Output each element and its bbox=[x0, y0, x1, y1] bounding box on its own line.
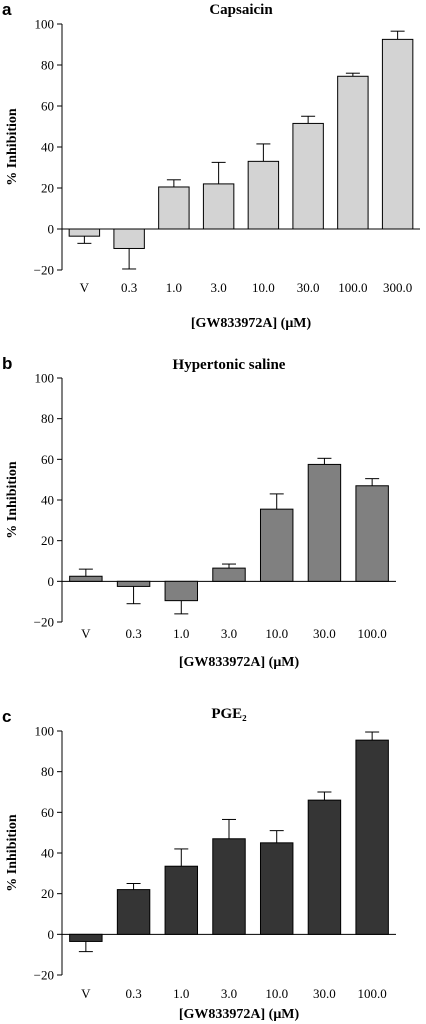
y-axis-label: % Inhibition bbox=[5, 108, 20, 186]
bar bbox=[158, 186, 190, 230]
y-tick-label: 100 bbox=[35, 371, 55, 386]
bar bbox=[69, 575, 103, 582]
y-tick-label: 0 bbox=[48, 222, 55, 237]
y-tick-label: 40 bbox=[41, 493, 54, 508]
y-tick-label: 40 bbox=[41, 140, 54, 155]
y-tick-label: 0 bbox=[48, 927, 55, 942]
x-tick-label: 10.0 bbox=[252, 280, 275, 295]
x-tick-label: 10.0 bbox=[265, 986, 288, 1001]
panel-label: b bbox=[2, 354, 12, 373]
x-axis-label: [GW833972A] (μM) bbox=[191, 316, 312, 331]
x-tick-label: 1.0 bbox=[173, 626, 189, 641]
y-tick-label: 100 bbox=[35, 724, 55, 739]
x-tick-label: 1.0 bbox=[166, 280, 182, 295]
bar bbox=[164, 580, 199, 602]
y-tick-label: 80 bbox=[41, 764, 54, 779]
x-tick-label: 10.0 bbox=[265, 626, 288, 641]
bar bbox=[116, 889, 151, 935]
x-tick-label: 3.0 bbox=[221, 986, 237, 1001]
x-tick-label: V bbox=[80, 280, 90, 295]
y-tick-label: −20 bbox=[34, 263, 54, 278]
chart-title: PGE₂ bbox=[211, 706, 247, 722]
y-tick-label: 20 bbox=[41, 533, 54, 548]
y-tick-label: 20 bbox=[41, 181, 54, 196]
y-tick-label: −20 bbox=[34, 615, 54, 630]
x-tick-label: V bbox=[81, 986, 91, 1001]
bar bbox=[164, 865, 199, 935]
bar bbox=[259, 508, 294, 582]
y-tick-label: 60 bbox=[41, 805, 54, 820]
x-tick-label: 100.0 bbox=[358, 986, 387, 1001]
panel-label: c bbox=[2, 707, 11, 726]
x-tick-label: 3.0 bbox=[221, 626, 237, 641]
x-tick-label: 0.3 bbox=[121, 280, 137, 295]
bar bbox=[247, 160, 280, 230]
y-tick-label: 100 bbox=[35, 17, 55, 32]
bar bbox=[212, 838, 246, 935]
x-tick-label: 300.0 bbox=[383, 280, 412, 295]
x-tick-label: V bbox=[81, 626, 91, 641]
y-tick-label: 80 bbox=[41, 411, 54, 426]
y-axis-label: % Inhibition bbox=[5, 814, 20, 892]
bar bbox=[113, 228, 145, 249]
panel-label: a bbox=[2, 0, 12, 19]
bar bbox=[212, 567, 246, 582]
x-tick-label: 0.3 bbox=[125, 626, 141, 641]
x-tick-label: 0.3 bbox=[125, 986, 141, 1001]
bar bbox=[68, 228, 101, 237]
y-tick-label: 40 bbox=[41, 846, 54, 861]
chart-panel-c: c PGE₂ −20 0 20 40 60 80 100 % Inhibition V 0.3 1.0 3… bbox=[2, 706, 396, 1022]
y-tick-label: 60 bbox=[41, 99, 54, 114]
bar bbox=[381, 38, 414, 230]
chart-title: Capsaicin bbox=[209, 2, 273, 18]
bar bbox=[355, 739, 389, 935]
bar bbox=[355, 485, 389, 582]
bar bbox=[337, 75, 369, 230]
bar bbox=[69, 933, 103, 942]
y-tick-label: 0 bbox=[48, 574, 55, 589]
chart-panel-a: a Capsaicin −20 0 20 40 60 80 100 % Inhibition V 0.… bbox=[2, 0, 420, 331]
x-tick-label: 30.0 bbox=[313, 986, 336, 1001]
bar bbox=[292, 122, 324, 230]
x-tick-label: 100.0 bbox=[338, 280, 367, 295]
x-tick-label: 30.0 bbox=[297, 280, 320, 295]
x-tick-label: 3.0 bbox=[211, 280, 227, 295]
bar bbox=[307, 799, 342, 935]
y-tick-label: −20 bbox=[34, 968, 54, 983]
bar bbox=[307, 463, 342, 582]
y-tick-label: 80 bbox=[41, 58, 54, 73]
bar bbox=[259, 842, 294, 935]
x-tick-label: 100.0 bbox=[358, 626, 387, 641]
x-axis-label: [GW833972A] (μM) bbox=[179, 1007, 300, 1022]
chart-title: Hypertonic saline bbox=[173, 357, 286, 373]
y-tick-label: 60 bbox=[41, 452, 54, 467]
chart-panel-b: b Hypertonic saline −20 0 20 40 60 80 100 % Inhib… bbox=[2, 354, 396, 670]
y-axis-label: % Inhibition bbox=[5, 461, 20, 539]
x-tick-label: 30.0 bbox=[313, 626, 336, 641]
bar bbox=[202, 183, 235, 230]
bar bbox=[116, 580, 151, 587]
x-tick-label: 1.0 bbox=[173, 986, 189, 1001]
y-tick-label: 20 bbox=[41, 886, 54, 901]
x-axis-label: [GW833972A] (μM) bbox=[179, 655, 300, 670]
